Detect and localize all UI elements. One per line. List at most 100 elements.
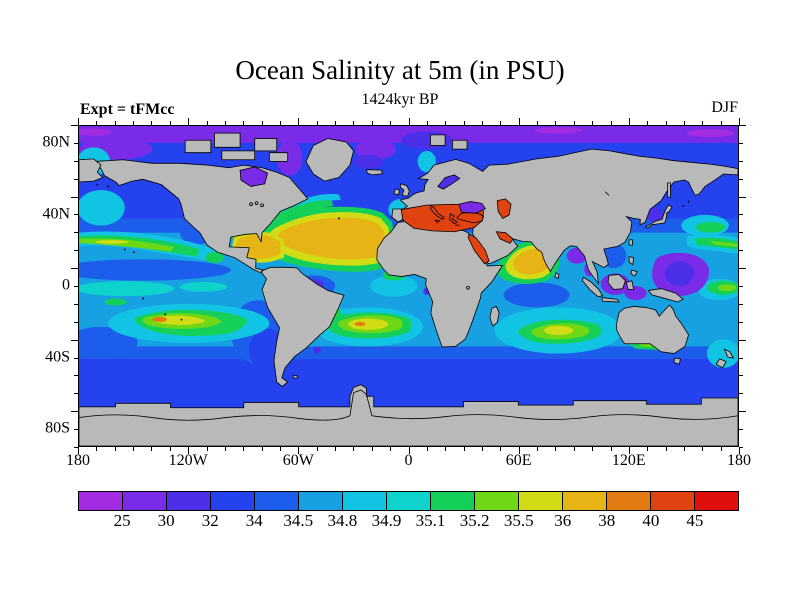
colorbar-label: 25 bbox=[113, 511, 131, 530]
axis-tick bbox=[74, 375, 78, 377]
axis-tick bbox=[74, 160, 78, 162]
y-tick-label: 80N bbox=[42, 133, 70, 151]
axis-tick bbox=[74, 303, 78, 305]
page-title: Ocean Salinity at 5m (in PSU) bbox=[235, 55, 565, 85]
island-ireland bbox=[394, 189, 399, 195]
island-svalbard bbox=[452, 140, 467, 149]
axis-tick bbox=[298, 447, 300, 454]
colorbar-cell bbox=[254, 492, 298, 510]
axis-tick bbox=[74, 429, 78, 431]
axis-tick bbox=[481, 447, 483, 451]
axis-tick bbox=[739, 268, 746, 270]
axis-tick bbox=[71, 196, 78, 198]
map-panel bbox=[78, 125, 739, 447]
axis-tick bbox=[555, 121, 557, 125]
axis-tick bbox=[74, 232, 78, 234]
axis-tick bbox=[739, 118, 740, 125]
x-tick-label: 60E bbox=[505, 452, 532, 469]
colorbar-cell bbox=[210, 492, 254, 510]
axis-tick bbox=[243, 121, 245, 125]
lake-great-lakes bbox=[250, 203, 253, 206]
axis-tick bbox=[74, 214, 78, 216]
axis-tick bbox=[739, 178, 743, 180]
axis-tick bbox=[739, 321, 743, 323]
axis-tick bbox=[353, 447, 355, 451]
axis-tick bbox=[720, 121, 722, 125]
axis-tick bbox=[628, 447, 630, 454]
colorbar-cell bbox=[342, 492, 386, 510]
axis-tick bbox=[537, 447, 538, 451]
outline-sicily bbox=[435, 220, 440, 222]
land-layer bbox=[79, 133, 738, 446]
arctic-archipelago bbox=[222, 151, 255, 160]
continent-south-america bbox=[262, 267, 344, 386]
arctic-archipelago bbox=[255, 138, 277, 150]
colorbar-cell bbox=[430, 492, 474, 510]
axis-tick bbox=[71, 125, 78, 126]
axis-tick bbox=[702, 447, 704, 451]
colorbar-label: 35.1 bbox=[415, 511, 446, 530]
arctic-archipelago bbox=[185, 140, 211, 152]
axis-tick bbox=[151, 447, 153, 451]
axis-tick bbox=[739, 250, 743, 252]
axis-tick bbox=[518, 447, 520, 454]
continent-eurasia bbox=[392, 149, 738, 283]
axis-tick bbox=[573, 121, 575, 125]
island-sumatra bbox=[582, 277, 602, 297]
season-label: DJF bbox=[711, 99, 738, 116]
axis-tick bbox=[74, 250, 78, 252]
axis-tick bbox=[739, 357, 743, 359]
axis-tick bbox=[739, 447, 743, 448]
y-tick-label: 40S bbox=[45, 348, 70, 366]
island-japan bbox=[646, 205, 673, 228]
lake-great-lakes bbox=[261, 204, 264, 207]
island-greenland bbox=[306, 138, 354, 181]
axis-tick bbox=[610, 121, 612, 125]
lake-baikal bbox=[605, 192, 609, 196]
axis-tick bbox=[426, 447, 428, 451]
sea-caspian bbox=[497, 199, 511, 219]
axis-tick bbox=[371, 121, 373, 125]
axis-tick bbox=[371, 447, 373, 451]
axis-tick bbox=[537, 121, 538, 125]
sea-hudson-bay bbox=[240, 167, 267, 187]
arctic-archipelago bbox=[269, 153, 287, 162]
island-falklands bbox=[293, 376, 297, 378]
world-salinity-map bbox=[79, 126, 738, 446]
axis-tick bbox=[739, 286, 743, 287]
axis-tick bbox=[114, 447, 116, 451]
y-tick-label: 0 bbox=[62, 276, 70, 294]
axis-tick bbox=[739, 214, 743, 216]
axis-tick bbox=[316, 447, 318, 451]
x-tick-label: 120E bbox=[611, 452, 646, 469]
axis-tick bbox=[96, 447, 98, 451]
y-tick-label: 40N bbox=[42, 205, 70, 223]
axis-tick bbox=[610, 447, 612, 451]
axis-tick bbox=[74, 357, 78, 359]
axis-tick bbox=[739, 375, 743, 377]
island-madagascar bbox=[490, 306, 499, 326]
axis-tick bbox=[445, 121, 447, 125]
axis-tick bbox=[261, 121, 263, 125]
axis-tick bbox=[739, 447, 740, 454]
island-luzon bbox=[629, 257, 634, 265]
island-tasmania bbox=[674, 358, 680, 364]
colorbar-label: 35.5 bbox=[503, 511, 534, 530]
outline-italy bbox=[430, 205, 444, 219]
continent-antarctica bbox=[79, 385, 738, 446]
outline-anatolia bbox=[457, 213, 484, 223]
colorbar-label: 40 bbox=[642, 511, 660, 530]
axis-tick bbox=[463, 447, 465, 451]
subtitle-time-label: 1424kyr BP bbox=[361, 91, 439, 108]
axis-tick bbox=[665, 447, 667, 451]
axis-tick bbox=[78, 447, 79, 454]
axis-tick bbox=[518, 118, 520, 125]
axis-tick bbox=[739, 303, 743, 305]
axis-tick bbox=[408, 447, 410, 454]
axis-tick bbox=[739, 232, 743, 234]
island-sri-lanka bbox=[555, 273, 559, 279]
axis-tick bbox=[224, 447, 226, 451]
lake-great-lakes bbox=[255, 202, 258, 205]
axis-tick bbox=[280, 447, 281, 451]
sea-baltic bbox=[438, 175, 460, 189]
